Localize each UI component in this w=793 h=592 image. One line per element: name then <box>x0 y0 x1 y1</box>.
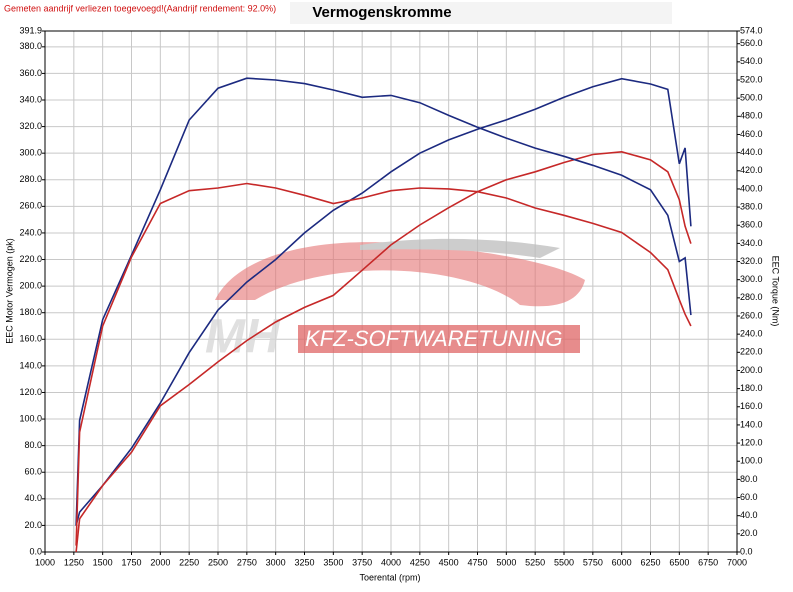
x-tick-label: 6500 <box>669 557 689 567</box>
y-tick-label: 360.0 <box>19 68 42 78</box>
y-tick-label: 320.0 <box>19 121 42 131</box>
x-tick-label: 5500 <box>554 557 574 567</box>
y2-tick-label: 220.0 <box>740 347 763 357</box>
y2-tick-label: 80.0 <box>740 474 758 484</box>
y-tick-label: 200.0 <box>19 280 42 290</box>
y-tick-label: 380.0 <box>19 41 42 51</box>
x-tick-label: 5250 <box>525 557 545 567</box>
line <box>75 182 692 546</box>
line <box>75 77 692 526</box>
y2-tick-label: 340.0 <box>740 238 763 248</box>
y2-tick-label: 0.0 <box>740 546 753 556</box>
x-tick-label: 4000 <box>381 557 401 567</box>
x-tick-label: 6750 <box>698 557 718 567</box>
y2-tick-label: 100.0 <box>740 456 763 466</box>
x-tick-label: 4250 <box>410 557 430 567</box>
y-tick-label: 260.0 <box>19 201 42 211</box>
y2-tick-label: 574.0 <box>740 25 763 35</box>
y2-tick-label: 160.0 <box>740 401 763 411</box>
y-tick-label: 391.9 <box>19 25 42 35</box>
y2-tick-label: 420.0 <box>740 165 763 175</box>
y2-tick-label: 560.0 <box>740 38 763 48</box>
y2-tick-label: 480.0 <box>740 111 763 121</box>
y-tick-label: 160.0 <box>19 334 42 344</box>
note: Gemeten aandrijf verliezen toegevoegd!(A… <box>4 3 276 13</box>
y-tick-label: 60.0 <box>24 467 42 477</box>
y2-axis-label: EEC Torque (Nm) <box>771 256 781 327</box>
y2-tick-label: 440.0 <box>740 147 763 157</box>
x-axis-label: Toerental (rpm) <box>359 572 420 582</box>
y2-tick-label: 320.0 <box>740 256 763 266</box>
watermark: MH KFZ-SOFTWARETUNING <box>205 238 585 364</box>
x-tick-label: 2250 <box>179 557 199 567</box>
x-tick-label: 3250 <box>294 557 314 567</box>
y2-tick-label: 200.0 <box>740 365 763 375</box>
x-tick-label: 1750 <box>121 557 141 567</box>
y-tick-label: 80.0 <box>24 440 42 450</box>
y2-tick-label: 540.0 <box>740 56 763 66</box>
plot-area <box>44 30 738 553</box>
x-tick-label: 2750 <box>237 557 257 567</box>
x-tick-label: 5000 <box>496 557 516 567</box>
y2-tick-label: 400.0 <box>740 183 763 193</box>
y2-tick-label: 500.0 <box>740 93 763 103</box>
x-tick-label: 1000 <box>35 557 55 567</box>
y-axis-label: EEC Motor Vermogen (pk) <box>4 238 14 344</box>
x-tick-label: 5750 <box>583 557 603 567</box>
title-box <box>290 2 672 24</box>
x-tick-label: 3000 <box>266 557 286 567</box>
y2-tick-label: 20.0 <box>740 528 758 538</box>
y-tick-label: 0.0 <box>29 546 42 556</box>
y-tick-label: 20.0 <box>24 520 42 530</box>
y-tick-label: 100.0 <box>19 413 42 423</box>
x-tick-label: 2500 <box>208 557 228 567</box>
y-tick-label: 280.0 <box>19 174 42 184</box>
x-tick-label: 3750 <box>352 557 372 567</box>
y2-tick-label: 240.0 <box>740 329 763 339</box>
y2-tick-label: 140.0 <box>740 419 763 429</box>
x-tick-label: 3500 <box>323 557 343 567</box>
watermark-brand: MH <box>205 311 281 364</box>
y2-tick-label: 280.0 <box>740 292 763 302</box>
y-tick-label: 240.0 <box>19 227 42 237</box>
x-tick-label: 1250 <box>64 557 84 567</box>
logo-swoosh <box>215 242 585 307</box>
x-tick-label: 6250 <box>640 557 660 567</box>
watermark-text: KFZ-SOFTWARETUNING <box>305 326 562 351</box>
y-tick-label: 180.0 <box>19 307 42 317</box>
x-tick-label: 4750 <box>467 557 487 567</box>
x-tick-label: 7000 <box>727 557 747 567</box>
y-tick-label: 340.0 <box>19 94 42 104</box>
y2-tick-label: 300.0 <box>740 274 763 284</box>
y-tick-label: 140.0 <box>19 360 42 370</box>
y2-tick-label: 40.0 <box>740 510 758 520</box>
y2-tick-label: 60.0 <box>740 492 758 502</box>
y2-tick-label: 120.0 <box>740 437 763 447</box>
y2-tick-label: 520.0 <box>740 74 763 84</box>
x-tick-label: 6000 <box>612 557 632 567</box>
x-tick-label: 1500 <box>93 557 113 567</box>
x-tick-label: 2000 <box>150 557 170 567</box>
y2-tick-label: 380.0 <box>740 201 763 211</box>
y-tick-label: 40.0 <box>24 493 42 503</box>
line <box>75 77 692 526</box>
y2-tick-label: 180.0 <box>740 383 763 393</box>
line <box>75 150 692 553</box>
y2-tick-label: 360.0 <box>740 220 763 230</box>
chart-title: Vermogenskromme <box>312 4 451 21</box>
y-tick-label: 220.0 <box>19 254 42 264</box>
y-tick-label: 300.0 <box>19 148 42 158</box>
logo-banner <box>298 325 580 353</box>
x-tick-label: 4500 <box>439 557 459 567</box>
y-tick-label: 120.0 <box>19 387 42 397</box>
y2-tick-label: 460.0 <box>740 129 763 139</box>
logo-swoosh-gray <box>360 238 560 258</box>
y2-tick-label: 260.0 <box>740 310 763 320</box>
